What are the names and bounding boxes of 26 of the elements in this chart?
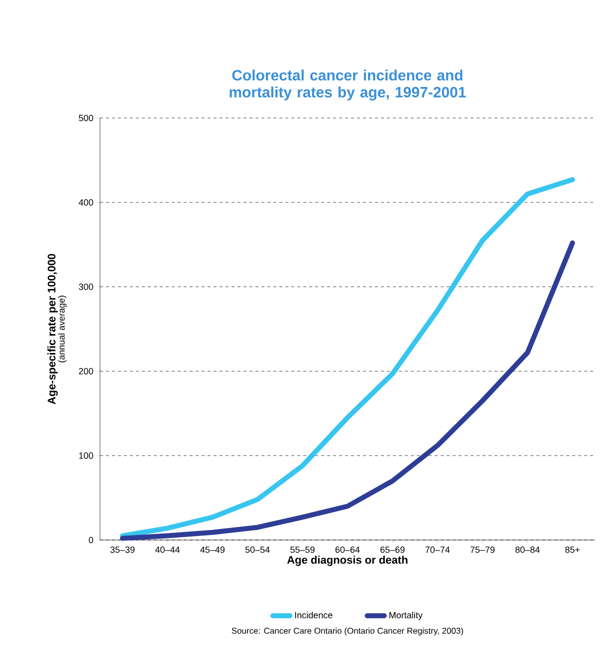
chart-title: Colorectal cancer incidence and mortality rates by age, 1997-2001 — [230, 70, 466, 101]
x-tick-label: 65–69 — [380, 546, 405, 553]
x-tick-label: 45–49 — [200, 546, 225, 553]
x-tick-label: 35–39 — [110, 546, 135, 553]
x-tick-label: 50–54 — [245, 546, 270, 553]
line-series — [120, 240, 575, 541]
x-tick-label: 75–79 — [470, 546, 495, 553]
y-tick-label: 0 — [88, 536, 94, 544]
y-axis-title: Age-specific rate per 100,000 — [47, 254, 58, 404]
x-tick-label: 55–59 — [290, 546, 315, 553]
source-note: Source: Cancer Care Ontario (Ontario Cancer Registry, 2003) — [232, 628, 464, 636]
y-tick-label: 500 — [78, 114, 94, 122]
legend-label: Mortality — [389, 612, 423, 620]
y-tick-label: 400 — [78, 199, 94, 206]
y-tick-label: 300 — [78, 284, 94, 290]
line-series — [120, 177, 575, 538]
x-axis-title: Age diagnosis or death — [287, 556, 408, 566]
x-tick-label: 60–64 — [335, 546, 360, 553]
x-tick-label: 80–84 — [515, 546, 540, 553]
x-tick-label: 85+ — [565, 546, 580, 553]
x-tick-label: 40–44 — [155, 546, 180, 553]
y-tick-label: 100 — [79, 452, 94, 459]
text: (annual average) — [58, 296, 66, 362]
legend-label: Incidence — [295, 612, 332, 618]
x-tick-label: 70–74 — [425, 546, 450, 553]
y-tick-label: 200 — [78, 368, 94, 374]
